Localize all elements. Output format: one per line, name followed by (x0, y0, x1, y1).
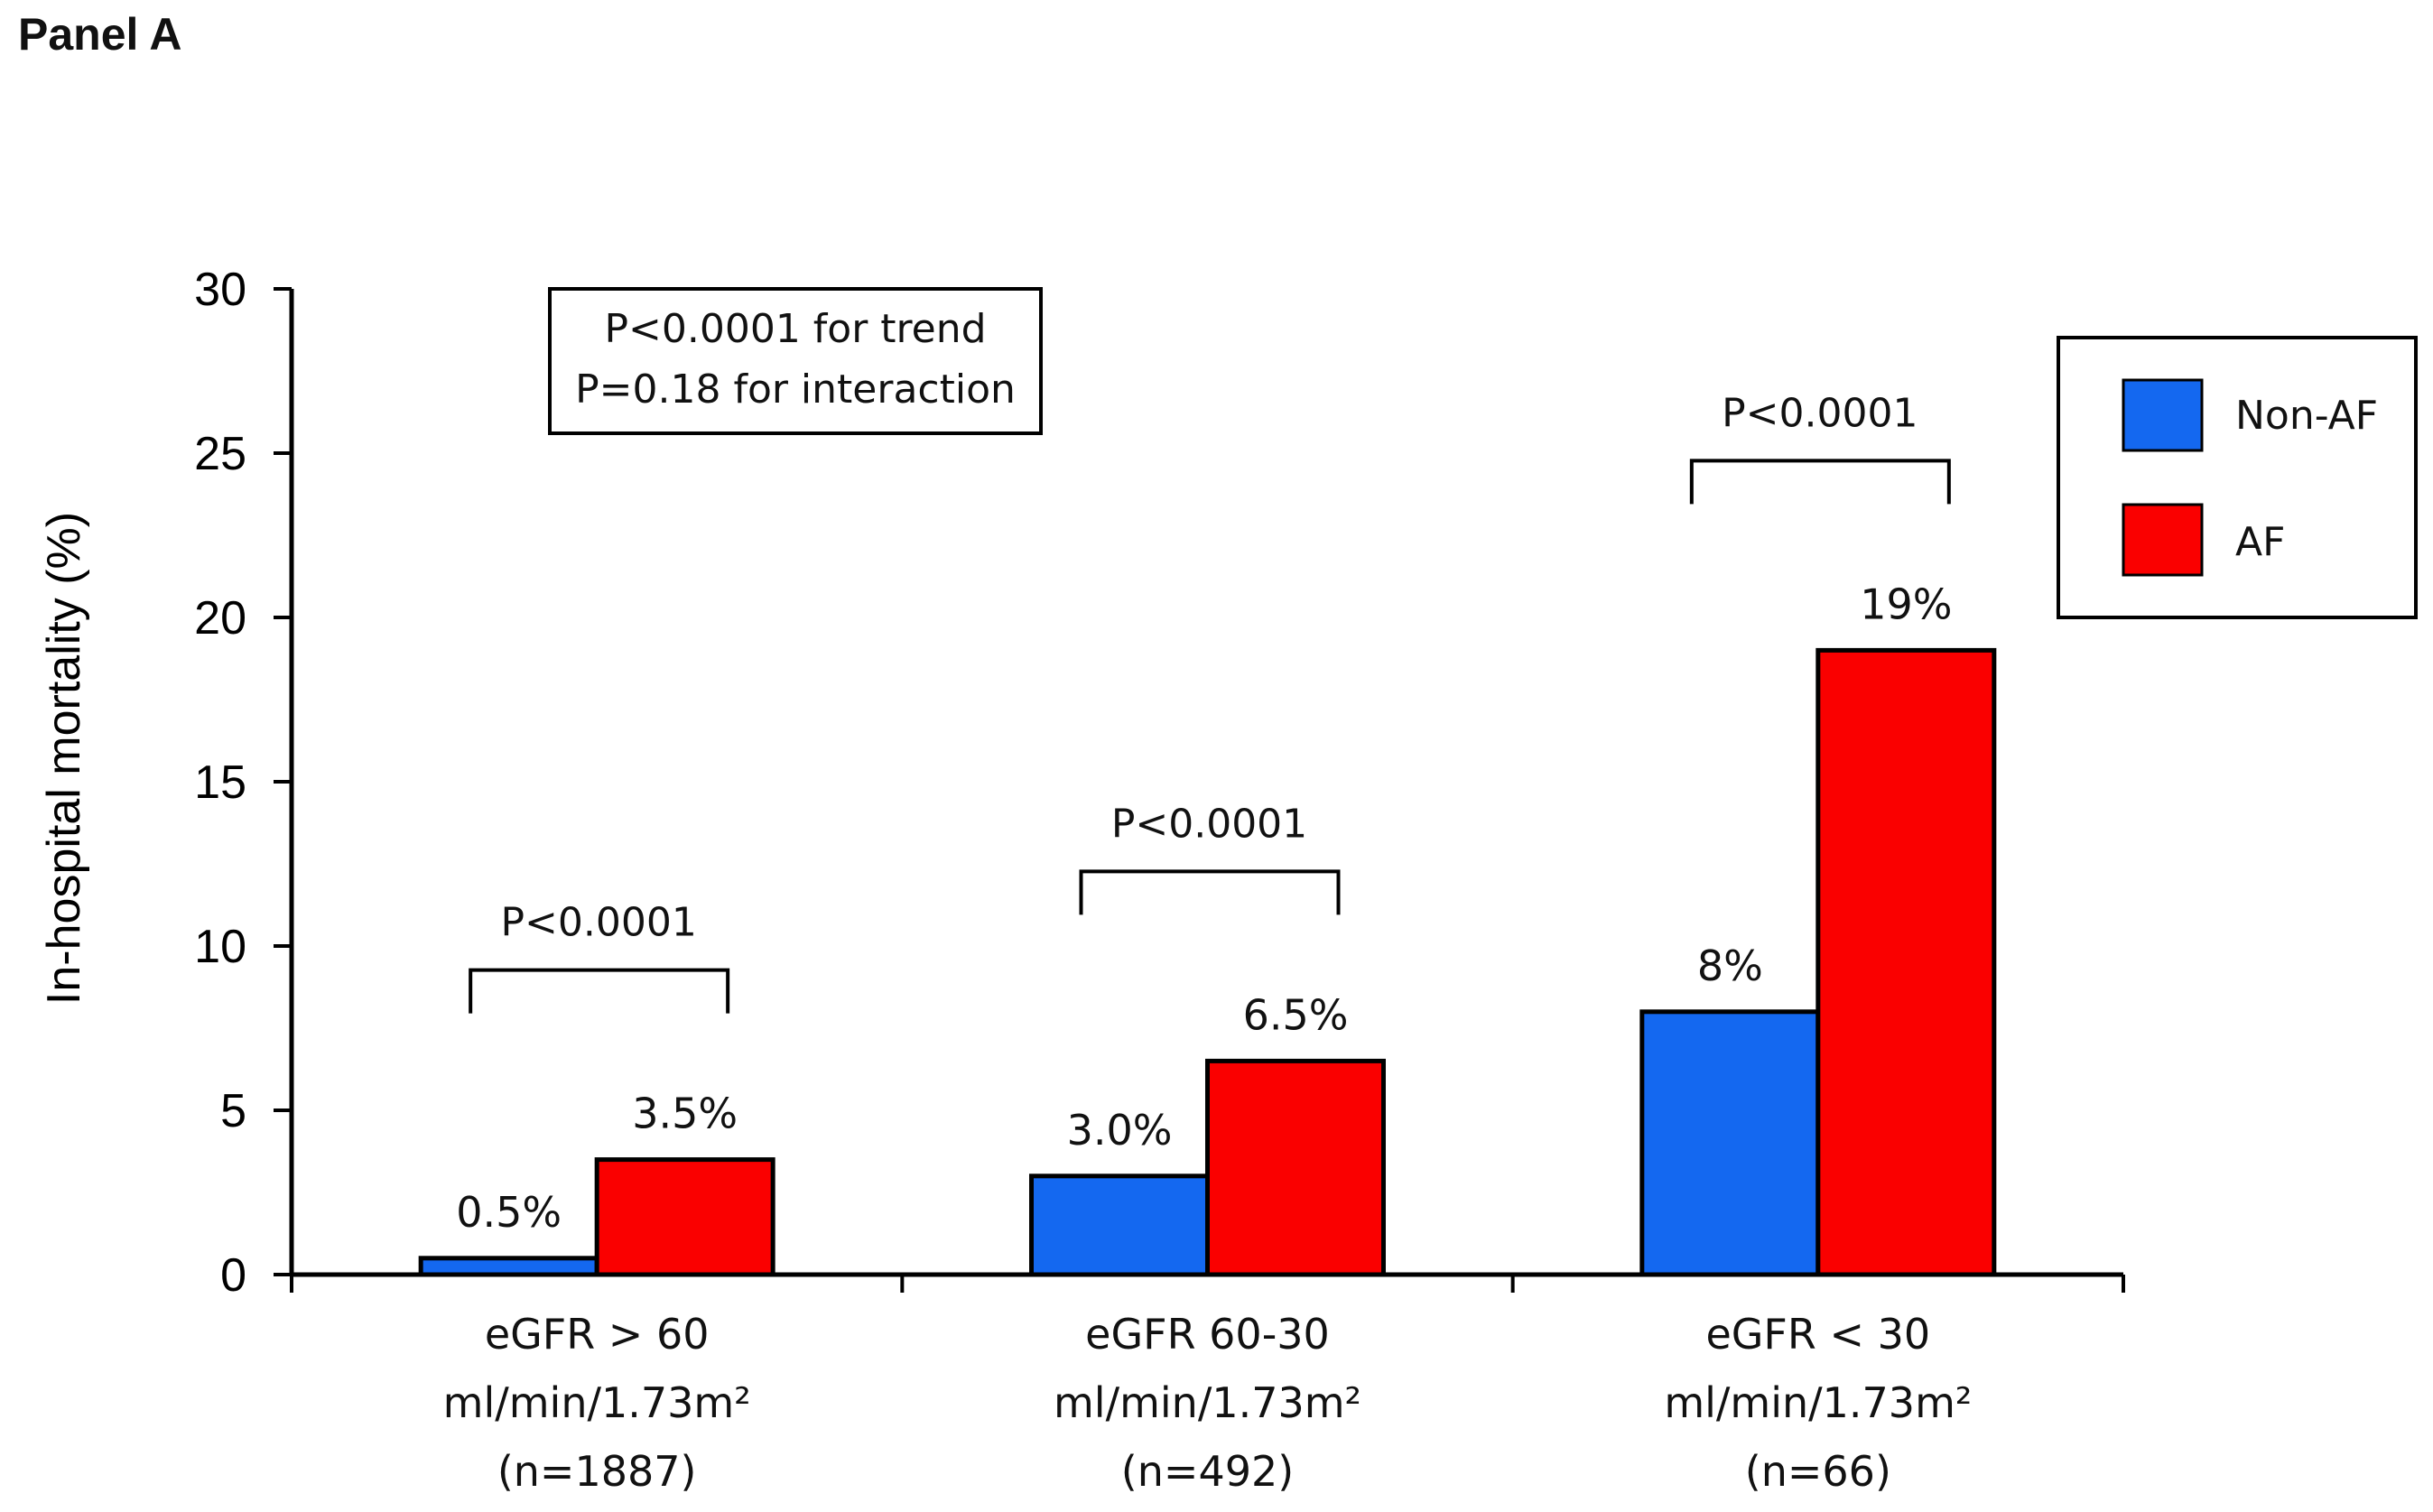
category-label-1-line3: (n=492) (1121, 1447, 1294, 1496)
y-tick-label-0: 0 (220, 1249, 246, 1302)
bar-af-0 (594, 1157, 775, 1277)
y-tick-label-20: 20 (194, 592, 246, 645)
data-label-non-af-1: 3.0% (1067, 1106, 1173, 1155)
category-label-0-line3: (n=1887) (497, 1447, 697, 1496)
legend-label-af: AF (2235, 519, 2285, 565)
category-label-2-line3: (n=66) (1745, 1447, 1891, 1496)
stat-box-interaction: P=0.18 for interaction (575, 366, 1016, 413)
y-ticks: 0 5 10 15 20 25 30 (194, 264, 292, 1302)
data-label-non-af-0: 0.5% (456, 1188, 562, 1237)
significance-brackets: P<0.0001 P<0.0001 P<0.0001 (469, 390, 1951, 1014)
category-label-0-line2: ml/min/1.73m² (443, 1378, 751, 1427)
category-label-1-line2: ml/min/1.73m² (1054, 1378, 1361, 1427)
p-bracket-2 (1689, 459, 1951, 505)
p-value-label-2: P<0.0001 (1722, 390, 1918, 436)
panel-title: Panel A (18, 9, 182, 60)
p-bracket-1 (1079, 869, 1341, 915)
stat-box-frame (548, 287, 1043, 435)
stat-box: P<0.0001 for trend P=0.18 for interactio… (548, 287, 1043, 435)
y-tick-label-15: 15 (194, 756, 246, 809)
category-label-2-line1: eGFR < 30 (1705, 1310, 1930, 1359)
legend-frame (2057, 336, 2418, 619)
p-bracket-0 (469, 968, 730, 1014)
legend-swatch-non-af (2122, 378, 2204, 452)
category-labels: eGFR > 60 ml/min/1.73m² (n=1887) eGFR 60-30… (443, 1310, 1973, 1496)
legend: Non-AF AF (2057, 336, 2418, 619)
y-tick-label-30: 30 (194, 264, 246, 316)
category-label-1-line1: eGFR 60-30 (1085, 1310, 1330, 1359)
category-label-2-line2: ml/min/1.73m² (1664, 1378, 1972, 1427)
bar-af-2 (1815, 647, 1997, 1277)
category-label-0-line1: eGFR > 60 (485, 1310, 710, 1359)
stat-box-trend: P<0.0001 for trend (604, 306, 986, 352)
data-label-af-1: 6.5% (1243, 990, 1349, 1039)
data-label-af-2: 19% (1860, 580, 1952, 628)
bar-non-af-2 (1639, 1009, 1821, 1277)
legend-swatch-af (2122, 503, 2204, 577)
bar-af-1 (1205, 1058, 1386, 1277)
data-label-af-0: 3.5% (632, 1090, 738, 1138)
bars: 0.5% 3.5% 3.0% 6.5% 8% 19% (418, 580, 1997, 1277)
bar-non-af-1 (1029, 1173, 1210, 1277)
p-value-label-0: P<0.0001 (500, 900, 696, 946)
y-tick-label-5: 5 (220, 1085, 246, 1137)
data-label-non-af-2: 8% (1697, 942, 1763, 990)
legend-label-non-af: Non-AF (2235, 393, 2378, 439)
y-tick-label-10: 10 (194, 921, 246, 973)
bar-non-af-0 (418, 1256, 599, 1277)
x-ticks (290, 1275, 2125, 1293)
y-axis-label: In-hospital mortality (%) (38, 512, 90, 1005)
p-value-label-1: P<0.0001 (1111, 801, 1307, 847)
y-tick-label-25: 25 (194, 428, 246, 480)
